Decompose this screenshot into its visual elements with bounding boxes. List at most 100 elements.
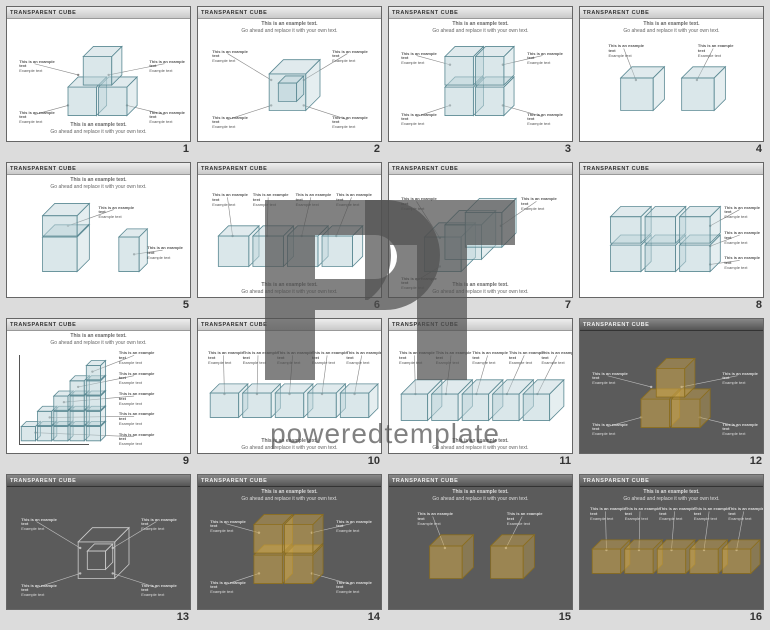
callout-label: This is an example textExample text: [210, 520, 248, 534]
slide-thumb[interactable]: TRANSPARENT CUBE This is an example text…: [579, 6, 764, 142]
slide-thumb[interactable]: TRANSPARENT CUBE This is an example text…: [6, 318, 191, 454]
example-caption: This is an example text.Go ahead and rep…: [198, 21, 381, 34]
callout-label: This is an example textExample text: [436, 351, 474, 365]
callout-label: This is an example textExample text: [332, 116, 370, 130]
slide-cell-11[interactable]: TRANSPARENT CUBE This is an example text…: [388, 318, 573, 468]
callout-label: This is an example textExample text: [527, 52, 565, 66]
slide-title-bar: TRANSPARENT CUBE: [7, 7, 190, 19]
slide-content: This is an example textExample text This …: [7, 175, 190, 297]
callout-label: This is an example textExample text: [212, 116, 250, 130]
callout-label: This is an example textExample text: [521, 197, 559, 211]
callout-label: This is an example textExample text: [212, 50, 250, 64]
slide-content: This is an example textExample textThis …: [580, 19, 763, 141]
callout-label: This is an example textExample text: [277, 351, 315, 365]
slide-title-bar: TRANSPARENT CUBE: [198, 319, 381, 331]
callout-label: This is an example textExample text: [694, 507, 732, 521]
slide-title-bar: TRANSPARENT CUBE: [198, 7, 381, 19]
slide-cell-16[interactable]: TRANSPARENT CUBE This is an example text…: [579, 474, 764, 624]
slide-title-bar: TRANSPARENT CUBE: [198, 475, 381, 487]
example-caption: This is an example text.Go ahead and rep…: [198, 282, 381, 295]
callout-label: This is an example textExample text: [296, 193, 334, 207]
slide-cell-7[interactable]: TRANSPARENT CUBE This is an example text…: [388, 162, 573, 312]
callout-label: This is an example textExample text: [724, 231, 762, 245]
slide-content: This is an example textExample text This …: [389, 175, 572, 297]
slide-thumb[interactable]: TRANSPARENT CUBE This is an example text…: [6, 474, 191, 610]
callout-label: This is an example textExample text: [119, 392, 157, 406]
callout-label: This is an example textExample text: [119, 433, 157, 447]
slide-number: 4: [579, 142, 764, 156]
example-caption: This is an example text.Go ahead and rep…: [389, 21, 572, 34]
callout-label: This is an example textExample text: [417, 512, 455, 526]
slide-number: 11: [388, 454, 573, 468]
slide-cell-1[interactable]: TRANSPARENT CUBE This is an example text…: [6, 6, 191, 156]
slide-title-bar: TRANSPARENT CUBE: [7, 163, 190, 175]
callout-label: This is an example textExample text: [722, 423, 760, 437]
callout-label: This is an example textExample text: [401, 113, 439, 127]
slide-thumb[interactable]: TRANSPARENT CUBE This is an example text…: [579, 474, 764, 610]
example-caption: This is an example text.Go ahead and rep…: [389, 489, 572, 502]
slide-number: 1: [6, 142, 191, 156]
slide-title-bar: TRANSPARENT CUBE: [580, 7, 763, 19]
callout-label: This is an example textExample text: [99, 206, 137, 220]
cube-diagram: [580, 19, 763, 141]
slide-cell-13[interactable]: TRANSPARENT CUBE This is an example text…: [6, 474, 191, 624]
slide-thumb[interactable]: TRANSPARENT CUBE This is an example text…: [197, 6, 382, 142]
slide-thumb[interactable]: TRANSPARENT CUBE This is an example text…: [6, 6, 191, 142]
slide-cell-8[interactable]: TRANSPARENT CUBE This is an example text…: [579, 162, 764, 312]
slide-thumb[interactable]: TRANSPARENT CUBE This is an example text…: [388, 6, 573, 142]
slide-content: This is an example textExample text This …: [389, 19, 572, 141]
slide-number: 15: [388, 610, 573, 624]
slide-cell-5[interactable]: TRANSPARENT CUBE This is an example text…: [6, 162, 191, 312]
slide-number: 7: [388, 298, 573, 312]
slide-thumb[interactable]: TRANSPARENT CUBE This is an example text…: [6, 162, 191, 298]
callout-label: This is an example textExample text: [149, 60, 187, 74]
slide-thumb[interactable]: TRANSPARENT CUBE This is an example text…: [197, 162, 382, 298]
slide-cell-9[interactable]: TRANSPARENT CUBE This is an example text…: [6, 318, 191, 468]
callout-label: This is an example textExample text: [119, 372, 157, 386]
slide-cell-15[interactable]: TRANSPARENT CUBE This is an example text…: [388, 474, 573, 624]
callout-label: This is an example textExample text: [507, 512, 545, 526]
slide-cell-12[interactable]: TRANSPARENT CUBE This is an example text…: [579, 318, 764, 468]
slide-number: 6: [197, 298, 382, 312]
callout-label: This is an example textExample text: [590, 507, 628, 521]
callout-label: This is an example textExample text: [401, 197, 439, 211]
callout-label: This is an example textExample text: [724, 206, 762, 220]
example-caption: This is an example text.Go ahead and rep…: [389, 282, 572, 295]
slide-cell-2[interactable]: TRANSPARENT CUBE This is an example text…: [197, 6, 382, 156]
slide-thumb[interactable]: TRANSPARENT CUBE This is an example text…: [197, 474, 382, 610]
slide-content: This is an example textExample textThis …: [198, 331, 381, 453]
callout-label: This is an example textExample text: [728, 507, 764, 521]
slide-cell-6[interactable]: TRANSPARENT CUBE This is an example text…: [197, 162, 382, 312]
callout-label: This is an example textExample text: [336, 581, 374, 595]
slide-content: This is an example textExample text This …: [7, 487, 190, 609]
cube-diagram: [389, 487, 572, 609]
slide-content: This is an example textExample textThis …: [389, 331, 572, 453]
callout-label: This is an example textExample text: [401, 52, 439, 66]
slide-thumb[interactable]: TRANSPARENT CUBE This is an example text…: [579, 162, 764, 298]
slide-cell-4[interactable]: TRANSPARENT CUBE This is an example text…: [579, 6, 764, 156]
callout-label: This is an example textExample text: [21, 584, 59, 598]
callout-label: This is an example textExample text: [592, 372, 630, 386]
cube-diagram: [389, 331, 572, 453]
callout-label: This is an example textExample text: [147, 246, 185, 260]
callout-label: This is an example textExample text: [659, 507, 697, 521]
slide-thumb[interactable]: TRANSPARENT CUBE This is an example text…: [388, 318, 573, 454]
callout-label: This is an example textExample text: [592, 423, 630, 437]
slide-thumb[interactable]: TRANSPARENT CUBE This is an example text…: [388, 474, 573, 610]
slide-title-bar: TRANSPARENT CUBE: [389, 163, 572, 175]
slide-cell-10[interactable]: TRANSPARENT CUBE This is an example text…: [197, 318, 382, 468]
slide-content: This is an example textExample text This …: [198, 175, 381, 297]
slide-cell-14[interactable]: TRANSPARENT CUBE This is an example text…: [197, 474, 382, 624]
slide-thumb[interactable]: TRANSPARENT CUBE This is an example text…: [197, 318, 382, 454]
slide-content: This is an example textExample text This …: [580, 331, 763, 453]
slide-cell-3[interactable]: TRANSPARENT CUBE This is an example text…: [388, 6, 573, 156]
slide-thumb[interactable]: TRANSPARENT CUBE This is an example text…: [579, 318, 764, 454]
example-caption: This is an example text.Go ahead and rep…: [580, 489, 763, 502]
callout-label: This is an example textExample text: [141, 584, 179, 598]
slide-number: 2: [197, 142, 382, 156]
slide-number: 5: [6, 298, 191, 312]
slide-thumb[interactable]: TRANSPARENT CUBE This is an example text…: [388, 162, 573, 298]
cube-diagram: [580, 487, 763, 609]
slide-content: This is an example textExample textThis …: [580, 487, 763, 609]
slide-grid: TRANSPARENT CUBE This is an example text…: [0, 0, 770, 630]
